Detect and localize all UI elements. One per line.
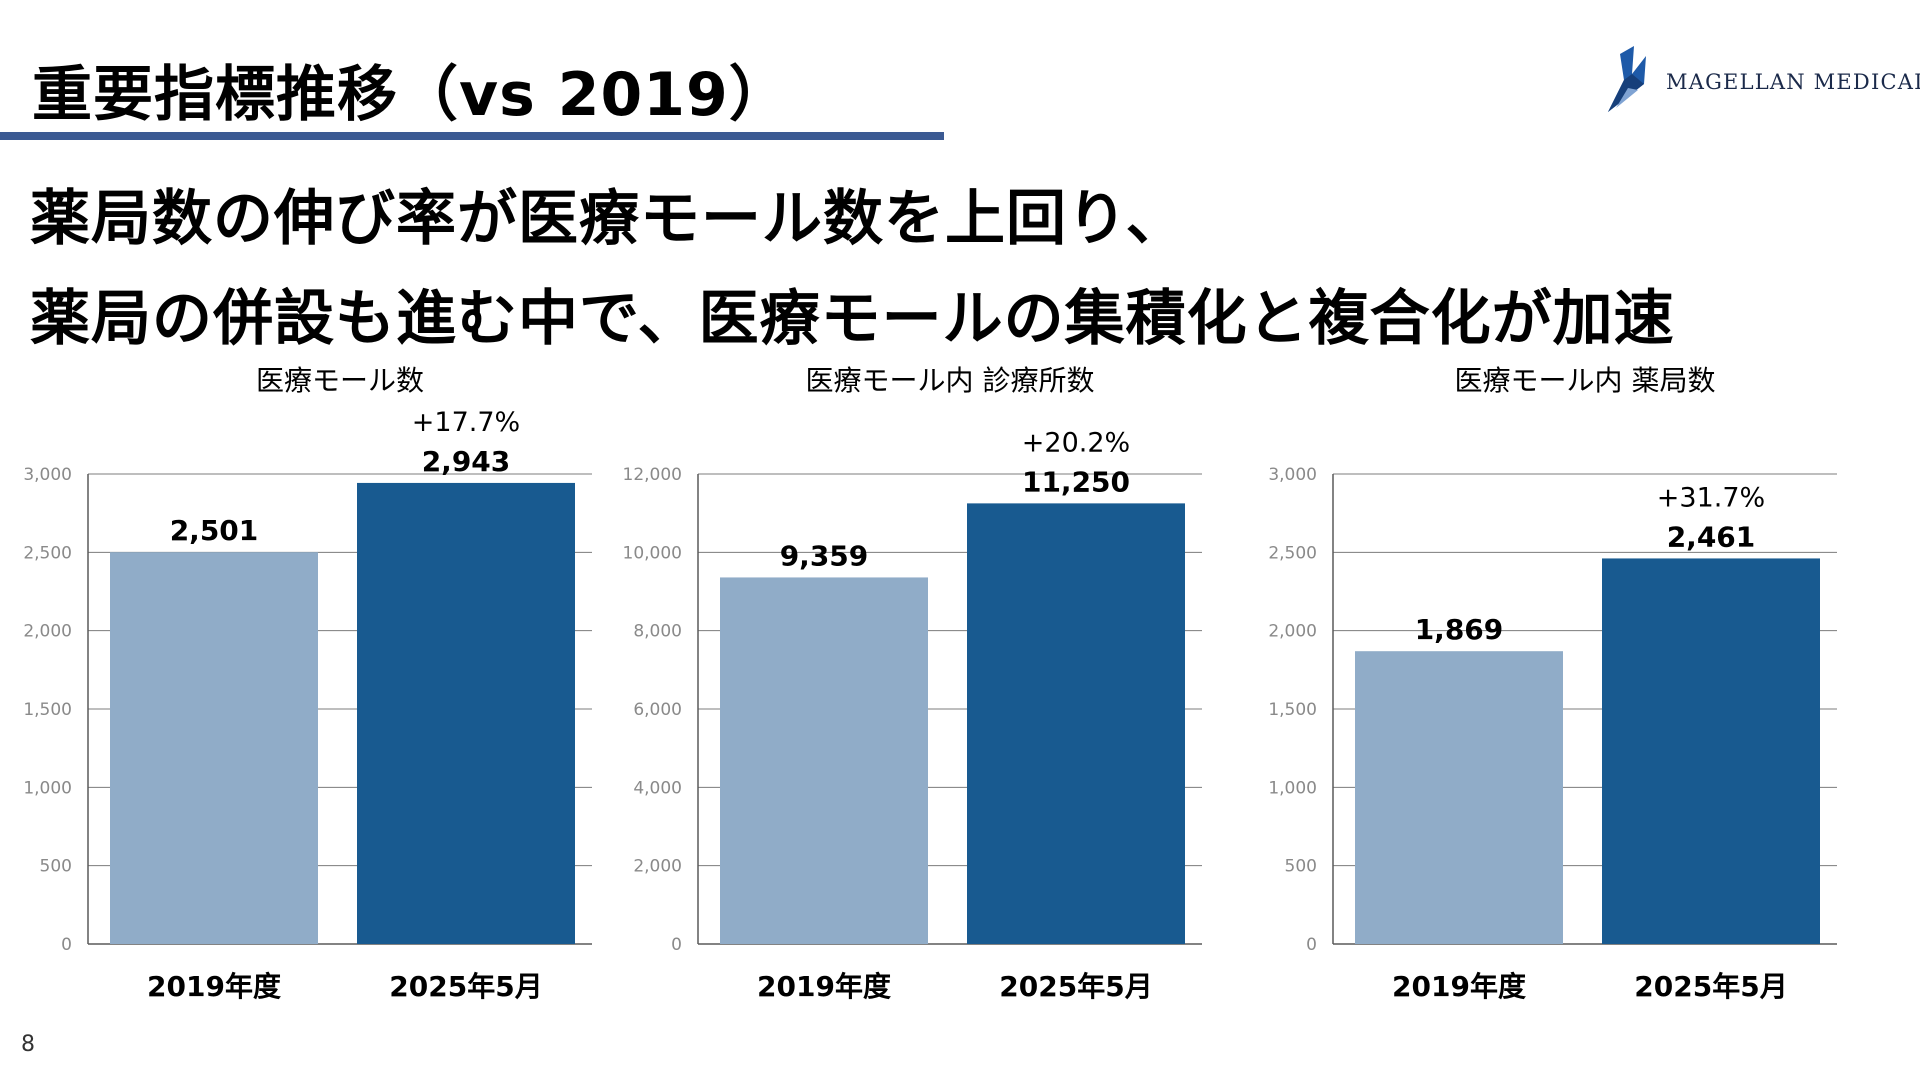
- headline-line-2: 薬局の併設も進む中で、医療モールの集積化と複合化が加速: [30, 284, 1675, 354]
- bar-2019: [110, 552, 318, 944]
- y-tick-label: 1,500: [1268, 700, 1317, 720]
- logo-text: MAGELLAN MEDICAL: [1666, 70, 1920, 94]
- y-tick-label: 12,000: [623, 465, 682, 485]
- y-tick-label: 2,000: [23, 622, 72, 642]
- bar-value-label: 2,943: [422, 445, 511, 478]
- y-tick-label: 0: [671, 935, 682, 955]
- category-label: 2019年度: [1392, 970, 1526, 1003]
- bar-value-label: 11,250: [1022, 465, 1130, 498]
- category-label: 2025年5月: [999, 970, 1152, 1003]
- category-label: 2025年5月: [389, 970, 542, 1003]
- y-tick-label: 1,000: [23, 778, 72, 798]
- y-tick-label: 500: [1285, 857, 1317, 877]
- y-tick-label: 3,000: [23, 465, 72, 485]
- bar-2019: [720, 577, 928, 944]
- bar-value-label: 2,501: [170, 514, 259, 547]
- category-label: 2019年度: [757, 970, 891, 1003]
- bar-value-label: 2,461: [1667, 520, 1756, 553]
- bar-value-label: 9,359: [780, 539, 869, 572]
- bar-2025: [967, 503, 1185, 944]
- y-tick-label: 500: [40, 857, 72, 877]
- y-tick-label: 2,000: [633, 857, 682, 877]
- y-tick-label: 0: [1306, 935, 1317, 955]
- chart-svg-0: 医療モール数 0 500 1,000 1,500 2,000 2,500 3,000 2,501…: [23, 364, 592, 1003]
- title-rule: [0, 132, 944, 140]
- y-tick-label: 0: [61, 935, 72, 955]
- slide-title: 重要指標推移（vs 2019）: [32, 60, 790, 130]
- chart-svg-1: 医療モール内 診療所数 0 2,000 4,000 6,000 8,000 10,000 12…: [623, 364, 1202, 1003]
- y-tick-label: 2,500: [1268, 543, 1317, 563]
- chart-title: 医療モール内 薬局数: [1455, 364, 1716, 397]
- y-tick-label: 2,000: [1268, 622, 1317, 642]
- chart-title: 医療モール数: [256, 364, 424, 397]
- y-tick-label: 8,000: [633, 622, 682, 642]
- chart-pharmacy-count: 医療モール内 薬局数 0 500 1,000 1,500 2,000 2,500 3,000 1…: [1245, 360, 1865, 1020]
- growth-rate-label: +17.7%: [412, 407, 520, 438]
- chart-svg-2: 医療モール内 薬局数 0 500 1,000 1,500 2,000 2,500 3,000 1…: [1268, 364, 1837, 1003]
- y-tick-label: 1,500: [23, 700, 72, 720]
- chart-mall-count: 医療モール数 0 500 1,000 1,500 2,000 2,500 3,000 2,501…: [0, 360, 620, 1020]
- bar-2025: [357, 482, 575, 944]
- page-number: 8: [21, 1032, 35, 1057]
- y-tick-label: 1,000: [1268, 778, 1317, 798]
- bar-value-label: 1,869: [1415, 613, 1504, 646]
- magellan-logo-icon: [1608, 46, 1646, 112]
- bar-2025: [1602, 558, 1820, 944]
- category-label: 2025年5月: [1634, 970, 1787, 1003]
- company-logo: MAGELLAN MEDICAL: [1602, 44, 1920, 118]
- y-tick-label: 10,000: [623, 543, 682, 563]
- y-tick-label: 2,500: [23, 543, 72, 563]
- chart-clinic-count: 医療モール内 診療所数 0 2,000 4,000 6,000 8,000 10,000 12…: [610, 360, 1230, 1020]
- y-tick-label: 6,000: [633, 700, 682, 720]
- y-tick-label: 4,000: [633, 778, 682, 798]
- y-tick-label: 3,000: [1268, 465, 1317, 485]
- chart-title: 医療モール内 診療所数: [806, 364, 1095, 397]
- headline-line-1: 薬局数の伸び率が医療モール数を上回り、: [30, 184, 1187, 254]
- growth-rate-label: +20.2%: [1022, 427, 1130, 458]
- growth-rate-label: +31.7%: [1657, 482, 1765, 513]
- bar-2019: [1355, 651, 1563, 944]
- category-label: 2019年度: [147, 970, 281, 1003]
